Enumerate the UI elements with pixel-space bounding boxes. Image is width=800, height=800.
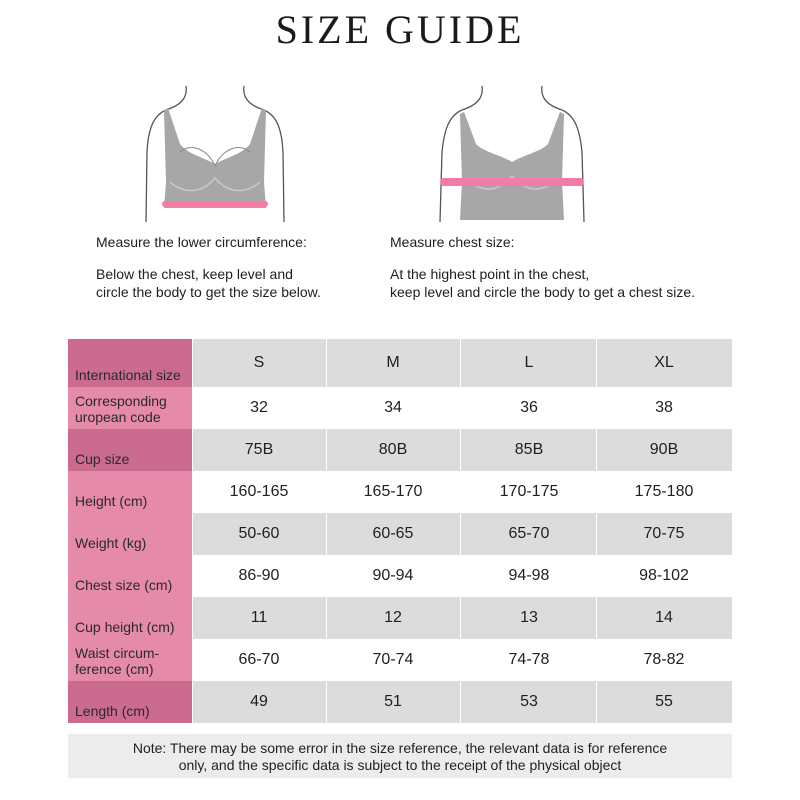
- table-cell: 98-102: [639, 567, 689, 584]
- table-cell: 74-78: [508, 651, 550, 668]
- table-cell: 65-70: [508, 525, 550, 542]
- row-header: Corresponding uropean code: [68, 387, 192, 429]
- row-header: Waist circum-ference (cm): [68, 639, 192, 681]
- table-cell: 175-180: [634, 483, 694, 500]
- lower-circumference-caption: Measure the lower circumference: Below t…: [96, 233, 321, 301]
- table-row: Chest size (cm) 86-90 90-94 94-98 98-102: [68, 555, 732, 597]
- chest-size-illustration: [439, 85, 585, 223]
- table-cell: 55: [655, 693, 673, 710]
- table-cell: S: [253, 354, 265, 371]
- chest-size-line-2: keep level and circle the body to get a …: [390, 284, 696, 300]
- reference-note: Note: There may be some error in the siz…: [68, 734, 732, 778]
- table-cell: 38: [655, 399, 673, 416]
- table-cell: 32: [250, 399, 268, 416]
- row-header: Height (cm): [68, 471, 192, 513]
- table-row: Length (cm) 49 51 53 55: [68, 681, 732, 723]
- chest-size-line-1: At the highest point in the chest,: [390, 266, 590, 282]
- row-header: Weight (kg): [68, 513, 192, 555]
- table-row: International size S M L XL: [68, 339, 732, 387]
- chest-size-heading: Measure chest size:: [390, 234, 515, 250]
- table-cell: 66-70: [238, 651, 280, 668]
- lower-circumference-illustration: [145, 85, 285, 223]
- table-cell: 75B: [244, 441, 274, 458]
- table-cell: 13: [520, 609, 538, 626]
- table-cell: 170-175: [499, 483, 559, 500]
- table-cell: 78-82: [643, 651, 685, 668]
- table-cell: 51: [384, 693, 402, 710]
- chest-size-caption: Measure chest size: At the highest point…: [390, 233, 695, 301]
- row-header: Length (cm): [68, 681, 192, 723]
- table-cell: 49: [250, 693, 268, 710]
- table-row: Cup size 75B 80B 85B 90B: [68, 429, 732, 471]
- row-header: Chest size (cm): [68, 555, 192, 597]
- lower-circumference-line-2: circle the body to get the size below.: [96, 284, 321, 300]
- table-cell: 85B: [514, 441, 544, 458]
- table-cell: 34: [384, 399, 402, 416]
- table-cell: 90-94: [372, 567, 414, 584]
- table-cell: 50-60: [238, 525, 280, 542]
- table-cell: L: [524, 354, 534, 371]
- table-cell: 70-75: [643, 525, 685, 542]
- table-cell: 12: [384, 609, 402, 626]
- table-cell: 70-74: [372, 651, 414, 668]
- table-row: Corresponding uropean code 32 34 36 38: [68, 387, 732, 429]
- reference-note-line-1: Note: There may be some error in the siz…: [132, 740, 668, 756]
- table-cell: M: [386, 354, 400, 371]
- table-row: Waist circum-ference (cm) 66-70 70-74 74-78…: [68, 639, 732, 681]
- table-cell: 165-170: [363, 483, 423, 500]
- lower-circumference-line-1: Below the chest, keep level and: [96, 266, 293, 282]
- table-row: Weight (kg) 50-60 60-65 65-70 70-75: [68, 513, 732, 555]
- reference-note-line-2: only, and the specific data is subject t…: [178, 757, 622, 773]
- size-table: International size S M L XL Corresponding uro…: [68, 339, 732, 723]
- table-cell: 160-165: [229, 483, 289, 500]
- table-cell: 14: [655, 609, 673, 626]
- row-header: Cup size: [68, 429, 192, 471]
- lower-circumference-heading: Measure the lower circumference:: [96, 234, 307, 250]
- row-header: International size: [68, 339, 192, 387]
- table-cell: 53: [520, 693, 538, 710]
- table-cell: 36: [520, 399, 538, 416]
- table-cell: 60-65: [372, 525, 414, 542]
- table-cell: 90B: [649, 441, 679, 458]
- table-row: Cup height (cm) 11 12 13 14: [68, 597, 732, 639]
- table-row: Height (cm) 160-165 165-170 170-175 175-180: [68, 471, 732, 513]
- table-cell: 80B: [378, 441, 408, 458]
- row-header: Cup height (cm): [68, 597, 192, 639]
- table-cell: 94-98: [508, 567, 550, 584]
- page-title: SIZE GUIDE: [275, 7, 525, 52]
- table-cell: 86-90: [238, 567, 280, 584]
- table-cell: XL: [654, 354, 674, 371]
- table-cell: 11: [250, 609, 268, 626]
